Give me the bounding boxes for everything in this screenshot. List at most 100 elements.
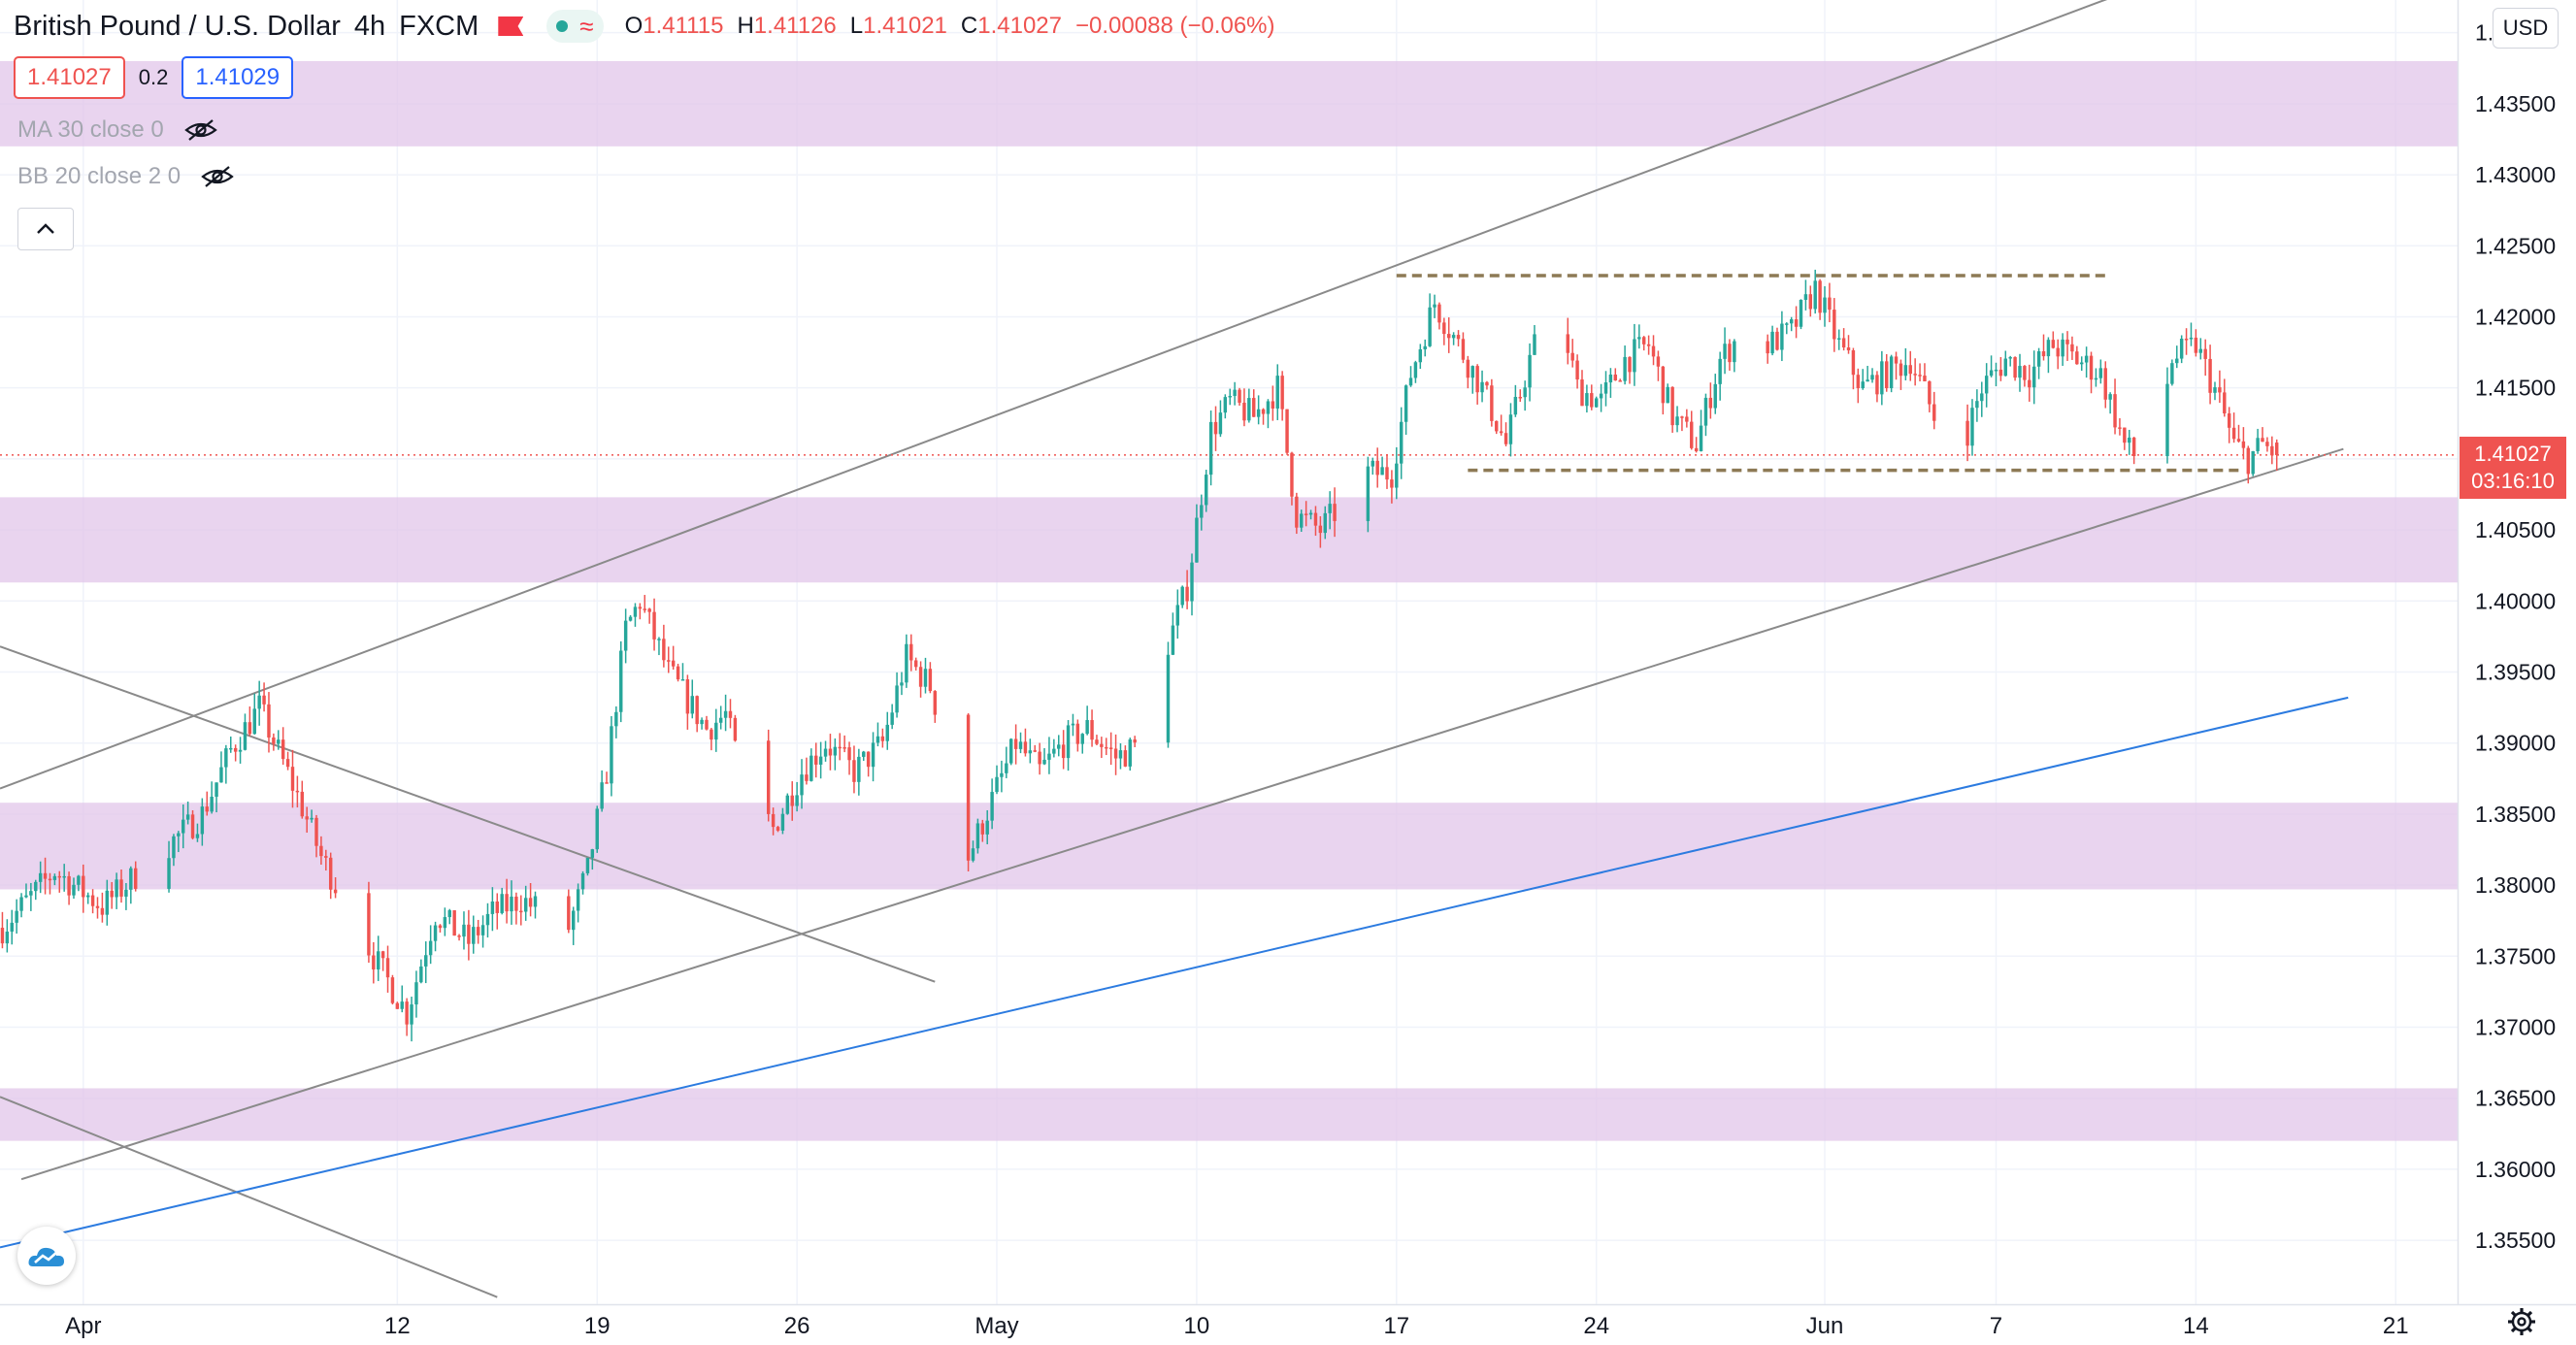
indicator-ma[interactable]: MA 30 close 0 — [17, 116, 218, 144]
candle-body — [1009, 738, 1013, 764]
candle-body — [880, 736, 885, 741]
candle-body — [1841, 338, 1846, 348]
candle-body — [623, 620, 628, 651]
candle-body — [1894, 356, 1899, 364]
candle-body — [1100, 743, 1104, 747]
time-tick-label: 7 — [1990, 1313, 2002, 1339]
flag-icon[interactable] — [498, 16, 524, 36]
sell-button[interactable]: 1.41027 — [14, 56, 125, 99]
candle-body — [380, 951, 385, 959]
candle-body — [1166, 654, 1171, 743]
broker-label[interactable]: FXCM — [399, 10, 479, 42]
candle-body — [262, 695, 266, 705]
candle-body — [372, 955, 376, 969]
hidden-eye-icon[interactable] — [183, 118, 218, 142]
candle-body — [1304, 513, 1308, 515]
candle-body — [19, 897, 23, 911]
settings-gear-icon[interactable] — [2506, 1306, 2537, 1337]
candle-body — [1828, 297, 1832, 311]
candle-body — [2241, 441, 2246, 448]
candle-body — [285, 759, 290, 768]
candle-body — [980, 823, 985, 835]
candle-body — [1271, 401, 1275, 409]
candle-body — [1461, 339, 1466, 360]
candle-body — [1813, 280, 1817, 310]
candle-body — [2108, 394, 2112, 400]
candle-body — [610, 726, 613, 784]
candle-body — [842, 747, 846, 749]
candle-body — [95, 905, 100, 908]
candle-body — [567, 896, 571, 931]
candle-body — [633, 607, 638, 617]
candle-body — [638, 607, 643, 609]
candle-body — [1508, 414, 1513, 444]
interval-label[interactable]: 4h — [353, 10, 386, 42]
close-value: 1.41027 — [977, 13, 1063, 39]
candle-body — [1223, 397, 1228, 413]
tradingview-logo-button[interactable] — [17, 1227, 76, 1285]
candle-body — [1308, 512, 1313, 515]
candle-body — [1390, 479, 1394, 488]
candle-body — [133, 868, 138, 889]
candle-body — [1780, 323, 1784, 350]
candle-body — [505, 894, 509, 912]
candle-body — [1175, 605, 1180, 626]
buy-button[interactable]: 1.41029 — [182, 56, 294, 99]
market-status-badge[interactable]: ≈ — [546, 10, 604, 43]
price-tick-label: 1.41500 — [2475, 376, 2556, 401]
candle-body — [643, 608, 646, 610]
cloud-chart-icon — [28, 1247, 64, 1266]
candle-body — [333, 889, 338, 894]
symbol-title[interactable]: British Pound / U.S. Dollar — [14, 10, 341, 42]
candle-body — [1994, 369, 1998, 372]
candle-body — [300, 791, 305, 817]
candle-body — [718, 717, 723, 723]
candle-body — [1989, 370, 1994, 377]
candle-body — [267, 704, 271, 738]
collapse-legend-button[interactable] — [17, 208, 74, 250]
indicator-bb[interactable]: BB 20 close 2 0 — [17, 163, 235, 190]
candle-body — [1642, 337, 1646, 344]
candle-body — [1033, 750, 1037, 752]
candle-body — [485, 913, 490, 926]
candle-body — [2218, 387, 2222, 393]
candle-body — [1323, 512, 1327, 534]
candle-body — [443, 917, 447, 929]
candle-body — [2231, 427, 2236, 440]
candle-body — [595, 808, 599, 850]
candle-body — [2008, 357, 2012, 359]
candle-body — [1908, 365, 1912, 375]
candle-body — [480, 925, 485, 935]
candle-body — [100, 907, 105, 915]
candle-body — [1818, 280, 1822, 313]
candle-body — [1575, 360, 1579, 380]
candle-body — [115, 879, 118, 898]
candle-body — [523, 898, 528, 912]
candle-body — [514, 896, 518, 911]
candle-body — [257, 695, 261, 709]
trendlines — [0, 0, 2349, 1298]
price-tick-label: 1.36500 — [2475, 1086, 2556, 1111]
candle-body — [1375, 460, 1379, 476]
candle-body — [1965, 420, 1969, 446]
currency-button[interactable]: USD — [2493, 8, 2559, 49]
candle-body — [1218, 412, 1223, 435]
hidden-eye-icon[interactable] — [200, 165, 235, 188]
zone-band — [0, 803, 2458, 890]
candle-body — [1200, 505, 1204, 518]
candle-body — [1670, 386, 1674, 426]
candle-body — [1646, 344, 1651, 346]
candle-body — [1533, 334, 1536, 355]
candle-body — [1042, 759, 1046, 765]
price-tick-label: 1.38000 — [2475, 872, 2556, 898]
candle-body — [1105, 746, 1108, 749]
candle-body — [1399, 421, 1404, 464]
candle-body — [2036, 350, 2041, 367]
trendline — [20, 447, 2344, 1181]
price-tick-label: 1.37000 — [2475, 1015, 2556, 1040]
candle-body — [913, 660, 918, 668]
candle-body — [975, 823, 980, 849]
candle-body — [1295, 496, 1299, 528]
candle-body — [24, 895, 28, 898]
